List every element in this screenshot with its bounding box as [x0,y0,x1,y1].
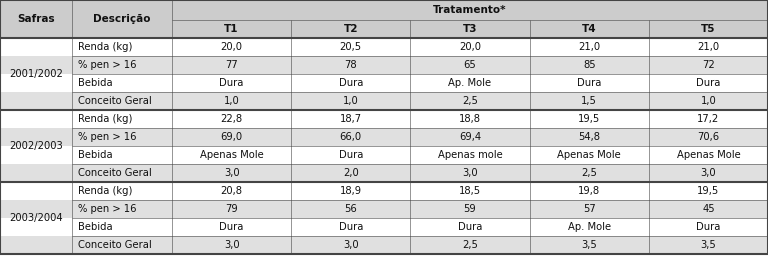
Text: T4: T4 [582,24,597,34]
Text: 19,8: 19,8 [578,186,601,196]
Text: 57: 57 [583,204,595,214]
Text: 2,5: 2,5 [462,240,478,250]
Text: 1,5: 1,5 [581,96,598,106]
Bar [0,92,768,110]
Bar [0,200,768,218]
Text: Conceito Geral: Conceito Geral [78,96,152,106]
Text: Dura: Dura [577,78,601,88]
Text: 2,5: 2,5 [581,168,598,178]
Text: % pen > 16: % pen > 16 [78,60,137,70]
Text: % pen > 16: % pen > 16 [78,132,137,142]
Text: Ap. Mole: Ap. Mole [449,78,492,88]
Text: Renda (kg): Renda (kg) [78,42,132,52]
Text: Apenas Mole: Apenas Mole [677,150,740,160]
Text: 69,0: 69,0 [220,132,243,142]
Text: Descrição: Descrição [93,14,151,24]
Text: 3,0: 3,0 [343,240,359,250]
Text: Conceito Geral: Conceito Geral [78,168,152,178]
Text: 20,0: 20,0 [459,42,481,52]
Text: T2: T2 [343,24,358,34]
Text: 18,8: 18,8 [459,114,481,124]
Text: 1,0: 1,0 [343,96,359,106]
Text: 19,5: 19,5 [697,186,720,196]
Bar [0,20,768,38]
Bar [0,128,768,146]
Text: 21,0: 21,0 [697,42,720,52]
Text: Dura: Dura [697,222,720,232]
Text: 18,7: 18,7 [339,114,362,124]
Text: 2001/2002: 2001/2002 [9,69,63,79]
Bar [0,236,768,254]
Text: Apenas mole: Apenas mole [438,150,502,160]
Text: 72: 72 [702,60,715,70]
Bar [0,146,768,164]
Text: 45: 45 [702,204,715,214]
Text: Apenas Mole: Apenas Mole [558,150,621,160]
Text: Dura: Dura [339,222,363,232]
Text: 3,5: 3,5 [700,240,717,250]
Text: 20,8: 20,8 [220,186,243,196]
Bar [0,218,768,236]
Text: Bebida: Bebida [78,150,113,160]
Text: 17,2: 17,2 [697,114,720,124]
Text: 3,0: 3,0 [223,168,240,178]
Text: 2,0: 2,0 [343,168,359,178]
Text: 65: 65 [464,60,476,70]
Text: Dura: Dura [339,78,363,88]
Text: 18,5: 18,5 [459,186,481,196]
Text: T3: T3 [463,24,477,34]
Text: 19,5: 19,5 [578,114,601,124]
Text: 56: 56 [344,204,357,214]
Bar [0,0,768,20]
Text: 85: 85 [583,60,595,70]
Text: 69,4: 69,4 [459,132,481,142]
Text: Conceito Geral: Conceito Geral [78,240,152,250]
Text: Dura: Dura [697,78,720,88]
Text: Renda (kg): Renda (kg) [78,114,132,124]
Text: 59: 59 [464,204,476,214]
Text: Bebida: Bebida [78,222,113,232]
Text: Bebida: Bebida [78,78,113,88]
Text: 21,0: 21,0 [578,42,601,52]
Text: 18,9: 18,9 [339,186,362,196]
Bar [0,74,768,92]
Text: 2002/2003: 2002/2003 [9,141,63,151]
Text: 1,0: 1,0 [223,96,240,106]
Text: Apenas Mole: Apenas Mole [200,150,263,160]
Text: 1,0: 1,0 [700,96,717,106]
Text: Ap. Mole: Ap. Mole [568,222,611,232]
Text: T1: T1 [224,24,239,34]
Text: Dura: Dura [339,150,363,160]
Text: 54,8: 54,8 [578,132,601,142]
Bar [0,56,768,74]
Text: Renda (kg): Renda (kg) [78,186,132,196]
Bar [0,164,768,182]
Text: 2003/2004: 2003/2004 [9,213,63,223]
Bar [0,182,768,200]
Text: 3,5: 3,5 [581,240,597,250]
Text: 77: 77 [225,60,238,70]
Text: 2,5: 2,5 [462,96,478,106]
Text: 3,0: 3,0 [223,240,240,250]
Text: 20,0: 20,0 [220,42,243,52]
Text: % pen > 16: % pen > 16 [78,204,137,214]
Text: T5: T5 [701,24,716,34]
Text: 3,0: 3,0 [700,168,717,178]
Text: 79: 79 [225,204,238,214]
Text: 66,0: 66,0 [339,132,362,142]
Text: 70,6: 70,6 [697,132,720,142]
Text: 78: 78 [345,60,357,70]
Text: 3,0: 3,0 [462,168,478,178]
Bar [0,110,768,128]
Text: 20,5: 20,5 [339,42,362,52]
Text: Dura: Dura [458,222,482,232]
Text: Dura: Dura [220,78,243,88]
Text: Tratamento*: Tratamento* [433,5,507,15]
Text: Safras: Safras [17,14,55,24]
Bar [0,38,768,56]
Text: 22,8: 22,8 [220,114,243,124]
Text: Dura: Dura [220,222,243,232]
